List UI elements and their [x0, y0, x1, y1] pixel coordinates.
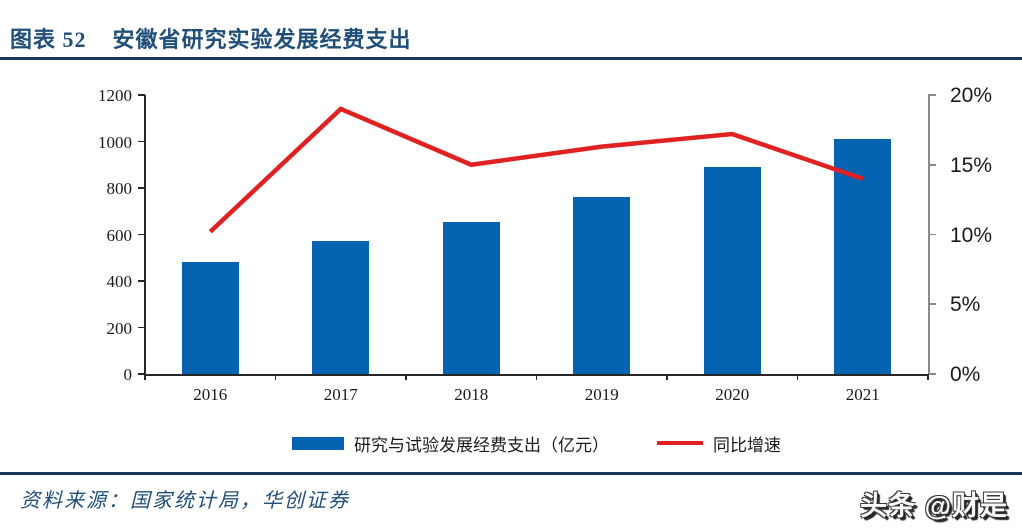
x-axis-tick: [274, 374, 277, 380]
right-axis-tick-label: 5%: [950, 293, 981, 317]
title-divider: [0, 57, 1022, 60]
x-axis-tick: [405, 374, 407, 380]
bar-2017: [312, 241, 370, 374]
footer-divider: [0, 472, 1022, 475]
x-axis-label: 2020: [715, 385, 750, 404]
left-axis-tick: [138, 373, 145, 375]
x-axis-label: 2019: [584, 385, 619, 404]
bar-series-label: 研究与试验发展经费支出（亿元）: [354, 435, 609, 455]
bar-2018: [442, 221, 500, 374]
left-axis-tick-label: 1200: [98, 86, 132, 105]
x-axis-tick: [535, 374, 538, 380]
chart-legend: 研究与试验发展经费支出（亿元） 同比增速: [145, 430, 928, 456]
right-axis-tick: [928, 233, 936, 236]
left-axis-tick-label: 1000: [98, 132, 132, 152]
left-axis-tick: [138, 326, 145, 329]
x-axis-tick: [666, 374, 668, 380]
x-axis-tick: [927, 374, 929, 380]
right-axis-tick-label: 15%: [950, 153, 993, 177]
right-axis-tick-label: 0%: [950, 363, 981, 386]
line-series-label: 同比增速: [713, 435, 781, 455]
source-note: 资料来源：国家统计局，华创证券: [20, 490, 350, 512]
right-axis-tick: [928, 303, 936, 306]
left-axis-tick: [138, 280, 145, 282]
bar-2019: [573, 197, 631, 374]
left-axis-tick-label: 600: [106, 225, 133, 245]
right-axis-tick-label: 10%: [950, 223, 993, 247]
left-axis-tick: [138, 140, 145, 143]
line-series-swatch: [657, 441, 703, 445]
figure-title: 图表 52 安徽省研究实验发展经费支出: [10, 22, 412, 54]
figure-title-text: 安徽省研究实验发展经费支出: [112, 27, 412, 52]
x-axis-label: 2017: [323, 385, 358, 404]
left-axis-tick: [138, 187, 145, 189]
legend-item-bars: 研究与试验发展经费支出（亿元）: [292, 431, 609, 456]
left-axis-tick-label: 0: [123, 365, 133, 384]
left-axis-tick-label: 800: [106, 179, 133, 198]
bar-2021: [834, 139, 892, 374]
figure-number: 图表 52: [10, 27, 87, 52]
growth-line: [208, 106, 864, 234]
left-axis-tick: [138, 233, 145, 236]
x-axis-label: 2016: [193, 385, 228, 404]
left-axis-tick-label: 200: [106, 318, 133, 338]
right-axis-tick: [928, 373, 936, 375]
watermark: 头条 @财是: [860, 491, 1008, 521]
right-axis-tick-label: 20%: [950, 84, 993, 107]
left-axis-tick-label: 400: [106, 272, 133, 291]
right-axis-tick: [928, 94, 936, 96]
x-axis-label: 2021: [845, 385, 880, 404]
bar-2020: [703, 167, 761, 374]
x-axis-tick: [144, 374, 146, 380]
left-axis-tick: [138, 94, 145, 96]
x-axis-label: 2018: [454, 385, 489, 404]
bar-2016: [181, 262, 239, 374]
bar-series-swatch: [292, 436, 344, 450]
legend-item-line: 同比增速: [657, 431, 781, 456]
right-axis-tick: [928, 163, 936, 166]
x-axis-tick: [796, 374, 799, 380]
